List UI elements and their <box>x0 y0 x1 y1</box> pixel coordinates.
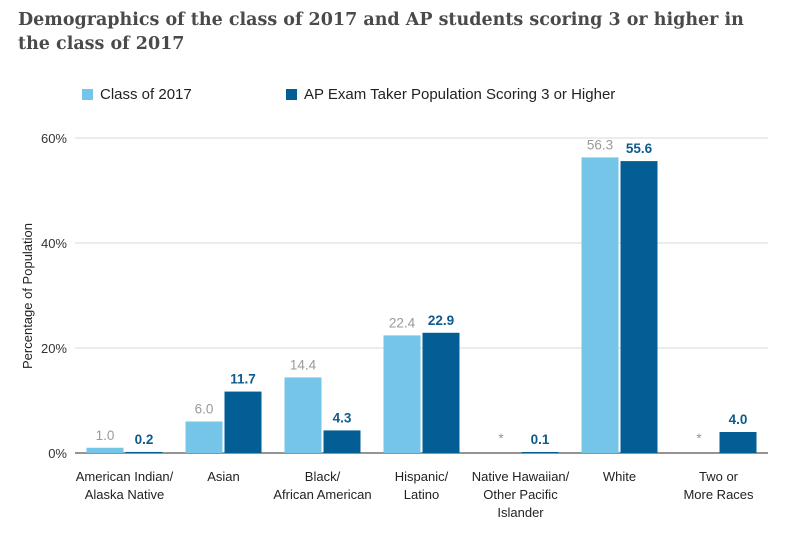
x-category-label: Islander <box>497 505 544 520</box>
bar-class-of-2017 <box>581 157 619 454</box>
x-category-label: Two or <box>699 469 739 484</box>
x-category-label: Black/ <box>305 469 341 484</box>
legend-label-ap-exam-takers: AP Exam Taker Population Scoring 3 or Hi… <box>304 86 616 103</box>
legend-item-class-of-2017: Class of 2017 <box>82 86 192 103</box>
x-category-label: Native Hawaiian/ <box>472 469 570 484</box>
x-category-label: Asian <box>207 469 240 484</box>
bar-ap-exam-taker-population-scoring-3-or-higher <box>125 451 163 453</box>
y-tick-label: 20% <box>41 341 67 356</box>
data-label: 4.0 <box>729 412 748 427</box>
bar-class-of-2017 <box>383 335 421 453</box>
x-category-label: Latino <box>404 487 439 502</box>
data-label: * <box>696 431 702 446</box>
data-label: 4.3 <box>333 410 352 425</box>
data-label: 0.1 <box>531 432 550 447</box>
data-label: 56.3 <box>587 137 613 152</box>
bar-ap-exam-taker-population-scoring-3-or-higher <box>422 332 460 453</box>
x-category-label: Other Pacific <box>483 487 558 502</box>
bar-class-of-2017 <box>86 447 124 453</box>
data-label: 55.6 <box>626 141 653 156</box>
chart-title: Demographics of the class of 2017 and AP… <box>18 10 744 54</box>
legend-label-class-of-2017: Class of 2017 <box>100 86 192 103</box>
data-label: 14.4 <box>290 357 317 372</box>
data-label: 1.0 <box>96 428 115 443</box>
legend-swatch-class-of-2017 <box>82 89 93 100</box>
bar-ap-exam-taker-population-scoring-3-or-higher <box>323 430 361 453</box>
data-label: 6.0 <box>195 402 214 417</box>
x-category-label: African American <box>273 487 371 502</box>
data-label: * <box>498 431 504 446</box>
bar-ap-exam-taker-population-scoring-3-or-higher <box>521 452 559 453</box>
bar-class-of-2017 <box>185 421 223 453</box>
bar-ap-exam-taker-population-scoring-3-or-higher <box>719 432 757 453</box>
bar-ap-exam-taker-population-scoring-3-or-higher <box>620 161 658 453</box>
legend-swatch-ap-exam-takers <box>286 89 297 100</box>
x-category-label: Alaska Native <box>85 487 164 502</box>
y-axis-title: Percentage of Population <box>20 223 35 369</box>
x-category-label: More Races <box>683 487 754 502</box>
x-category-label: Hispanic/ <box>395 469 449 484</box>
x-category-label: White <box>603 469 636 484</box>
data-label: 11.7 <box>230 372 256 387</box>
x-category-label: American Indian/ <box>76 469 174 484</box>
data-label: 0.2 <box>135 432 154 447</box>
y-tick-label: 40% <box>41 236 67 251</box>
y-tick-label: 60% <box>41 131 67 146</box>
data-label: 22.4 <box>389 315 416 330</box>
legend-item-ap-exam-takers: AP Exam Taker Population Scoring 3 or Hi… <box>286 86 615 103</box>
bar-ap-exam-taker-population-scoring-3-or-higher <box>224 391 262 453</box>
data-label: 22.9 <box>428 313 454 328</box>
y-tick-label: 0% <box>48 446 67 461</box>
bar-class-of-2017 <box>284 377 322 453</box>
